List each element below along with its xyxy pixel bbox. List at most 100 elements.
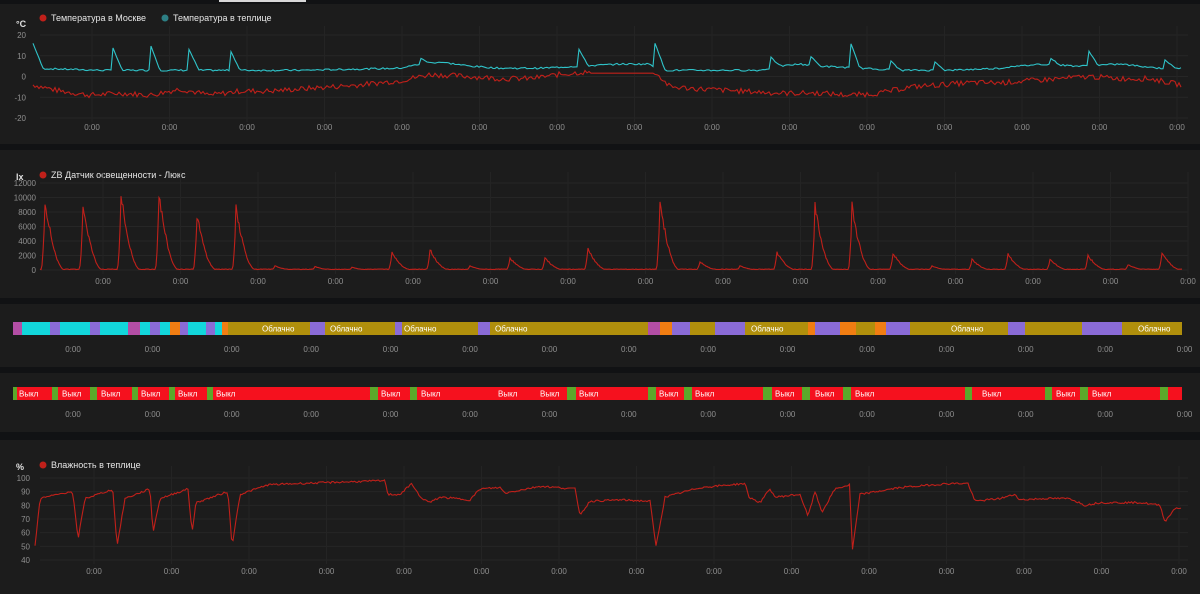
switch-on-segment[interactable] [567, 387, 576, 400]
weather-segment[interactable] [402, 322, 478, 335]
weather-segment[interactable] [395, 322, 402, 335]
weather-segment[interactable] [160, 322, 170, 335]
legend-greenhouse-temp[interactable]: Температура в теплице [173, 13, 272, 23]
x-tick-label: 0:00 [948, 277, 964, 286]
weather-segment[interactable] [478, 322, 490, 335]
switch-segment-label: Выкл [381, 390, 401, 399]
weather-segment[interactable] [840, 322, 856, 335]
switch-segment-label: Выкл [855, 390, 875, 399]
weather-segment[interactable] [672, 322, 690, 335]
switch-segment-label: Выкл [19, 390, 39, 399]
switch-on-segment[interactable] [13, 387, 17, 400]
legend-marker-humidity [39, 461, 47, 469]
legend-marker-moscow [39, 14, 47, 22]
weather-segment[interactable] [150, 322, 160, 335]
switch-on-segment[interactable] [52, 387, 58, 400]
x-tick-label: 0:00 [239, 123, 255, 132]
weather-segment[interactable] [60, 322, 90, 335]
weather-segment[interactable] [90, 322, 100, 335]
x-tick-label: 0:00 [162, 123, 178, 132]
legend-humidity[interactable]: Влажность в теплице [51, 460, 141, 470]
weather-segment[interactable] [690, 322, 715, 335]
switch-on-segment[interactable] [802, 387, 810, 400]
y-tick-label: 8000 [18, 208, 36, 217]
legend-moscow[interactable]: Температура в Москве [51, 13, 146, 23]
weather-segment[interactable] [648, 322, 660, 335]
weather-segment[interactable] [946, 322, 1008, 335]
switch-on-segment[interactable] [410, 387, 417, 400]
legend-lux-sensor[interactable]: ZB Датчик освещенности - Люкс [51, 170, 186, 180]
switch-on-segment[interactable] [90, 387, 97, 400]
illuminance-card: lx ZB Датчик освещенности - Люкс 12000 10… [0, 150, 1200, 298]
weather-segment[interactable] [1008, 322, 1025, 335]
weather-segment[interactable] [856, 322, 875, 335]
tab-indicator [219, 0, 306, 2]
x-tick-label: 0:00 [145, 410, 161, 419]
temperature-chart[interactable]: °C Температура в Москве Температура в те… [0, 4, 1200, 144]
switch-on-segment[interactable] [1045, 387, 1052, 400]
humidity-chart[interactable]: % Влажность в теплице 100 90 80 70 60 50 40 0:… [0, 440, 1200, 594]
weather-segment-label: Облачно [262, 325, 295, 334]
weather-timeline[interactable]: Облачно Облачно Облачно Облачно Облачно Облач… [0, 304, 1200, 367]
weather-segment[interactable] [660, 322, 672, 335]
weather-segment[interactable] [325, 322, 395, 335]
x-tick-label: 0:00 [319, 567, 335, 576]
weather-segment[interactable] [128, 322, 140, 335]
weather-segment[interactable] [100, 322, 128, 335]
switch-segment-label: Выкл [695, 390, 715, 399]
weather-timeline-card: Облачно Облачно Облачно Облачно Облачно Облач… [0, 304, 1200, 367]
x-tick-label: 0:00 [472, 123, 488, 132]
weather-segment[interactable] [50, 322, 60, 335]
weather-segment[interactable] [886, 322, 910, 335]
x-tick-label: 0:00 [1097, 410, 1113, 419]
switch-on-segment[interactable] [648, 387, 656, 400]
weather-segment[interactable] [170, 322, 180, 335]
switch-on-segment[interactable] [684, 387, 692, 400]
switch-on-segment[interactable] [1160, 387, 1168, 400]
weather-segment[interactable] [222, 322, 228, 335]
weather-segment[interactable] [1025, 322, 1082, 335]
weather-segment[interactable] [490, 322, 648, 335]
weather-segment[interactable] [310, 322, 325, 335]
weather-segment[interactable] [875, 322, 886, 335]
weather-segment[interactable] [140, 322, 150, 335]
switch-on-segment[interactable] [207, 387, 213, 400]
weather-segment[interactable] [13, 322, 22, 335]
weather-segment[interactable] [228, 322, 310, 335]
switch-off-segment[interactable] [13, 387, 1182, 400]
weather-segment[interactable] [808, 322, 815, 335]
x-tick-label: 0:00 [303, 410, 319, 419]
switch-segment-label: Выкл [101, 390, 121, 399]
switch-on-segment[interactable] [1080, 387, 1088, 400]
y-tick-label: -20 [14, 114, 26, 123]
weather-segment[interactable] [215, 322, 222, 335]
switch-on-segment[interactable] [370, 387, 378, 400]
weather-segment[interactable] [815, 322, 840, 335]
switch-timeline[interactable]: Выкл Выкл Выкл Выкл Выкл Выкл Выкл Выкл Выкл Выкл… [0, 373, 1200, 432]
switch-on-segment[interactable] [132, 387, 138, 400]
x-tick-label: 0:00 [542, 345, 558, 354]
x-tick-label: 0:00 [780, 345, 796, 354]
switch-on-segment[interactable] [763, 387, 772, 400]
x-tick-label: 0:00 [396, 567, 412, 576]
weather-segment[interactable] [180, 322, 188, 335]
switch-on-segment[interactable] [965, 387, 972, 400]
weather-segment[interactable] [1122, 322, 1134, 335]
x-tick-label: 0:00 [462, 345, 478, 354]
series-illuminance [39, 195, 1183, 271]
x-tick-label: 0:00 [86, 567, 102, 576]
switch-on-segment[interactable] [843, 387, 851, 400]
switch-on-segment[interactable] [169, 387, 175, 400]
illuminance-chart[interactable]: lx ZB Датчик освещенности - Люкс 12000 10… [0, 150, 1200, 298]
weather-segment[interactable] [22, 322, 50, 335]
x-tick-label: 0:00 [939, 567, 955, 576]
weather-segment[interactable] [910, 322, 946, 335]
weather-segment[interactable] [206, 322, 215, 335]
weather-segment[interactable] [1082, 322, 1122, 335]
weather-segment[interactable] [188, 322, 206, 335]
x-tick-label: 0:00 [1169, 123, 1185, 132]
weather-segment[interactable] [715, 322, 745, 335]
x-tick-label: 0:00 [65, 345, 81, 354]
weather-segment[interactable] [745, 322, 808, 335]
weather-segment[interactable] [1134, 322, 1182, 335]
